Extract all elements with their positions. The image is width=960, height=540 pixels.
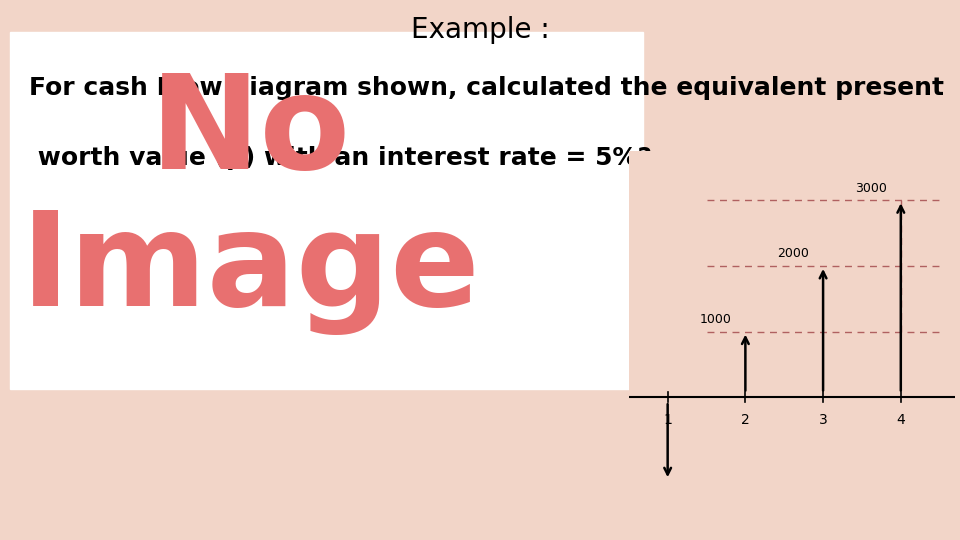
Text: 1: 1	[663, 413, 672, 427]
Text: Example :: Example :	[411, 16, 549, 44]
Text: 3000: 3000	[855, 181, 887, 194]
Text: No: No	[150, 69, 351, 195]
Text: worth value (p) with an interest rate = 5%?: worth value (p) with an interest rate = …	[29, 146, 652, 170]
FancyBboxPatch shape	[10, 32, 643, 389]
Text: 3: 3	[819, 413, 828, 427]
Text: Image: Image	[20, 208, 480, 335]
Text: 2: 2	[741, 413, 750, 427]
Text: 2000: 2000	[778, 247, 809, 260]
Text: 1000: 1000	[700, 313, 732, 326]
Text: For cash Flow diagram shown, calculated the equivalent present: For cash Flow diagram shown, calculated …	[29, 76, 944, 99]
Text: 4: 4	[897, 413, 905, 427]
